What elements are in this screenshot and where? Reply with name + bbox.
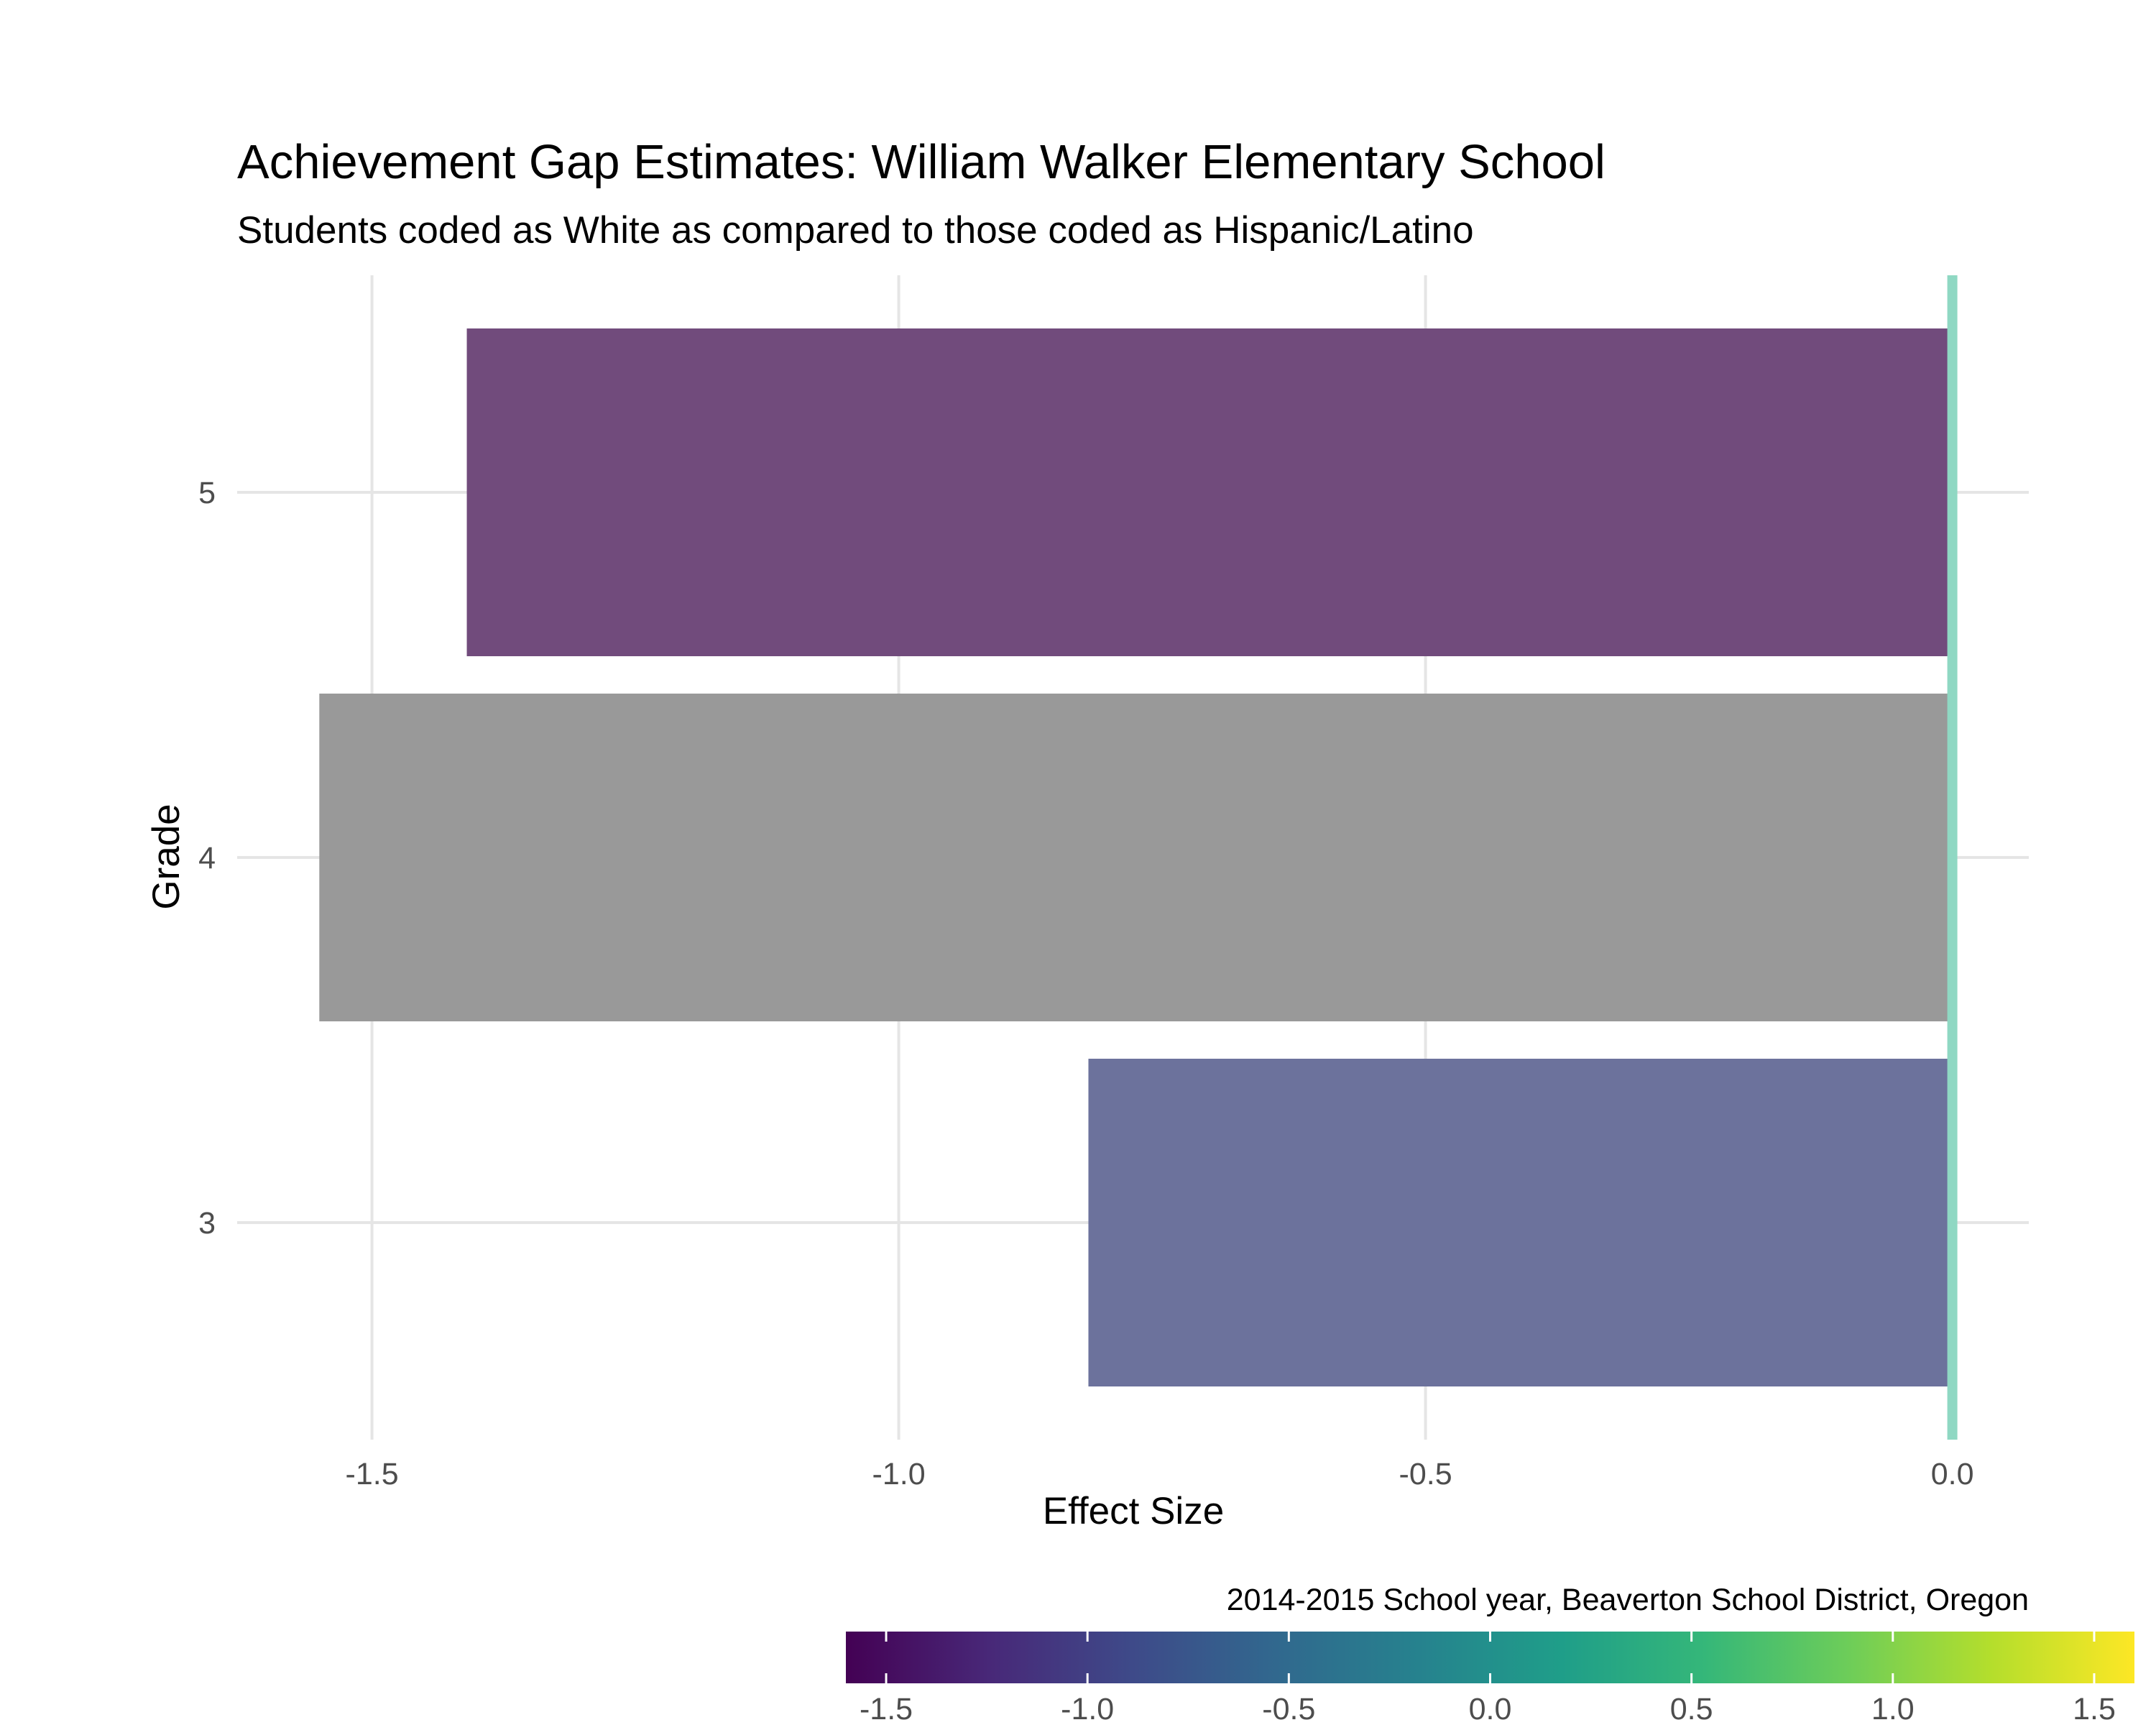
bar-layer <box>319 275 1958 1440</box>
colorbar-tick-label: 1.5 <box>2073 1692 2116 1725</box>
tick-layer: -1.5 -1.0 -0.5 0.0 3 4 5 <box>198 476 1973 1491</box>
chart-title: Achievement Gap Estimates: William Walke… <box>237 135 1606 189</box>
bar-grade-4 <box>319 694 1953 1021</box>
x-tick-label: 0.0 <box>1931 1457 1974 1491</box>
x-tick-label: -1.0 <box>872 1457 926 1491</box>
colorbar-tick-label: 1.0 <box>1871 1692 1915 1725</box>
y-tick-label: 3 <box>198 1206 216 1241</box>
chart-caption: 2014-2015 School year, Beaverton School … <box>1227 1583 2029 1617</box>
y-tick-label: 5 <box>198 476 216 510</box>
chart-subtitle: Students coded as White as compared to t… <box>237 209 1474 252</box>
bar-grade-5 <box>466 328 1953 656</box>
colorbar-tick-label: -1.5 <box>860 1692 913 1725</box>
y-axis-title: Grade <box>145 804 188 909</box>
bar-grade-3 <box>1088 1059 1953 1386</box>
colorbar-tick-label: -1.0 <box>1061 1692 1114 1725</box>
colorbar-tick-label: -0.5 <box>1262 1692 1315 1725</box>
x-tick-label: -1.5 <box>346 1457 399 1491</box>
y-tick-label: 4 <box>198 841 216 875</box>
x-tick-label: -0.5 <box>1399 1457 1452 1491</box>
colorbar: -1.5 -1.0 -0.5 0.0 0.5 1.0 1.5 <box>846 1632 2134 1725</box>
colorbar-tick-label: 0.0 <box>1469 1692 1512 1725</box>
colorbar-tick-label: 0.5 <box>1670 1692 1713 1725</box>
x-axis-title: Effect Size <box>1043 1490 1224 1532</box>
